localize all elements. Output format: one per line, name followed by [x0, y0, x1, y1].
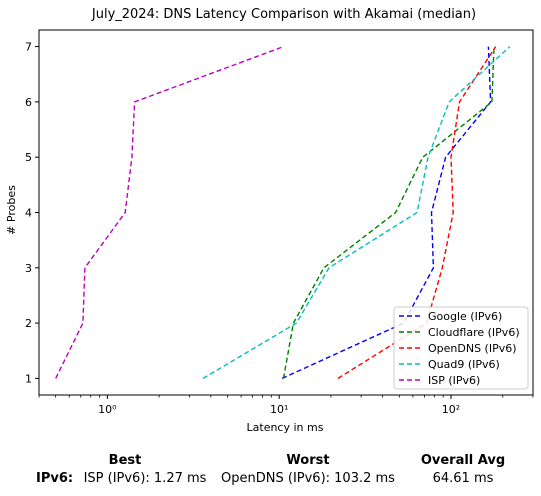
summary-table: Best Worst Overall Avg IPv6: ISP (IPv6):…: [0, 448, 541, 496]
series-line-0: [281, 46, 492, 380]
summary-best-value: ISP (IPv6): 1.27 ms: [83, 471, 207, 486]
y-tick-label: 1: [25, 372, 32, 385]
summary-avg-value: 64.61 ms: [432, 471, 494, 486]
summary-header-avg: Overall Avg: [420, 453, 506, 468]
y-tick-label: 4: [25, 207, 32, 220]
x-tick-label: 10²: [442, 403, 460, 416]
series-line-3: [202, 46, 511, 380]
x-tick-label: 10¹: [270, 403, 288, 416]
summary-row-label: IPv6:: [36, 471, 74, 486]
series-line-1: [282, 46, 495, 379]
y-tick-label: 6: [25, 96, 32, 109]
plot-lines: [55, 45, 511, 380]
y-tick-label: 2: [25, 317, 32, 330]
x-axis-label: Latency in ms: [247, 421, 324, 434]
y-axis-label: # Probes: [5, 185, 18, 235]
summary-header-worst: Worst: [286, 453, 330, 468]
y-tick-label: 5: [25, 151, 32, 164]
y-tick-label: 3: [25, 262, 32, 275]
legend-label: Quad9 (IPv6): [428, 358, 500, 371]
summary-header-best: Best: [108, 453, 142, 468]
y-tick-label: 7: [25, 41, 32, 54]
legend-label: Cloudflare (IPv6): [428, 326, 520, 339]
x-tick-label: 10⁰: [98, 403, 117, 416]
legend-label: Google (IPv6): [428, 310, 502, 323]
chart-title: July_2024: DNS Latency Comparison with A…: [91, 7, 476, 22]
legend-box: [393, 306, 529, 390]
legend-label: ISP (IPv6): [428, 374, 480, 387]
series-line-4: [55, 45, 284, 379]
summary-worst-value: OpenDNS (IPv6): 103.2 ms: [221, 471, 395, 486]
latency-chart: July_2024: DNS Latency Comparison with A…: [5, 7, 534, 434]
legend: Google (IPv6) Cloudflare (IPv6) OpenDNS (I…: [393, 306, 529, 390]
legend-label: OpenDNS (IPv6): [428, 342, 517, 355]
axis-ticks: 10⁰ 10¹ 10² 1 2 3 4 5 6 7: [25, 41, 534, 416]
